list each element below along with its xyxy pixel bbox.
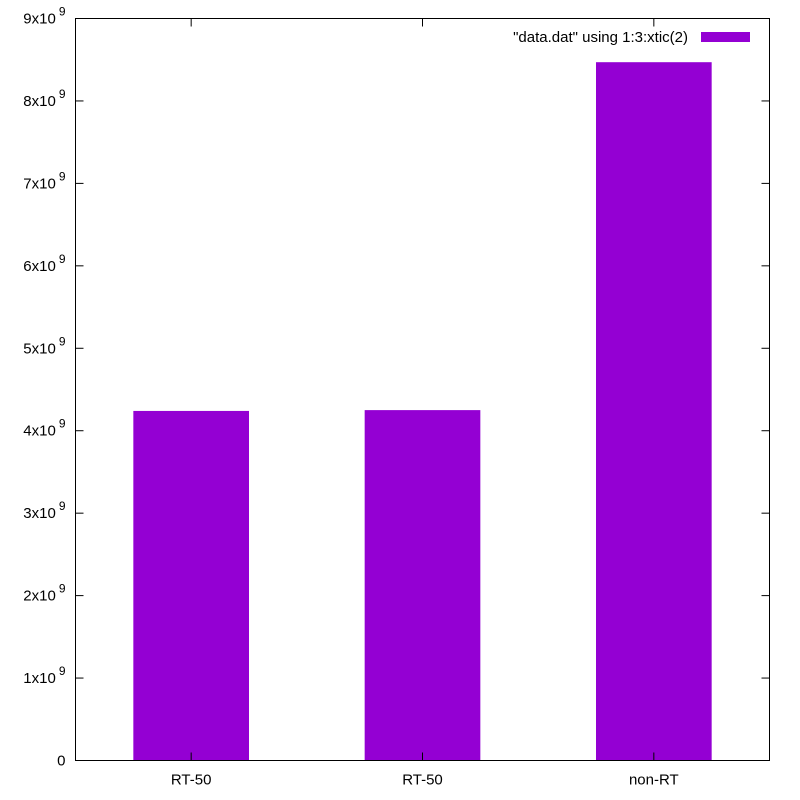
y-tick-label: 0 — [57, 753, 65, 770]
y-tick-label: 2x10 9 — [23, 582, 66, 605]
x-tick-label: non-RT — [629, 772, 679, 789]
y-tick-label: 7x10 9 — [23, 169, 66, 192]
x-tick-label: RT-50 — [402, 772, 443, 789]
y-tick-label: 4x10 9 — [23, 417, 66, 440]
legend-label: "data.dat" using 1:3:xtic(2) — [513, 29, 688, 46]
y-tick-label: 1x10 9 — [23, 664, 66, 687]
legend: "data.dat" using 1:3:xtic(2) — [513, 29, 750, 46]
bar-1 — [133, 410, 249, 761]
y-tick-label: 3x10 9 — [23, 499, 66, 522]
y-tick-label: 5x10 9 — [23, 334, 66, 357]
y-axis: 0 1x10 9 2x10 9 3x10 9 4x10 9 5x10 9 6x10 9 7x10 9 8x10… — [23, 5, 770, 770]
y-tick-label: 6x10 9 — [23, 252, 66, 275]
y-tick-label: 9x10 9 — [23, 5, 66, 28]
x-tick-label: RT-50 — [171, 772, 212, 789]
bar-2 — [364, 410, 481, 761]
bar-3 — [596, 62, 712, 761]
legend-swatch — [701, 32, 750, 42]
y-tick-label: 8x10 9 — [23, 87, 66, 110]
bars-group — [133, 62, 712, 761]
x-axis: RT-50 RT-50 non-RT — [171, 18, 679, 789]
